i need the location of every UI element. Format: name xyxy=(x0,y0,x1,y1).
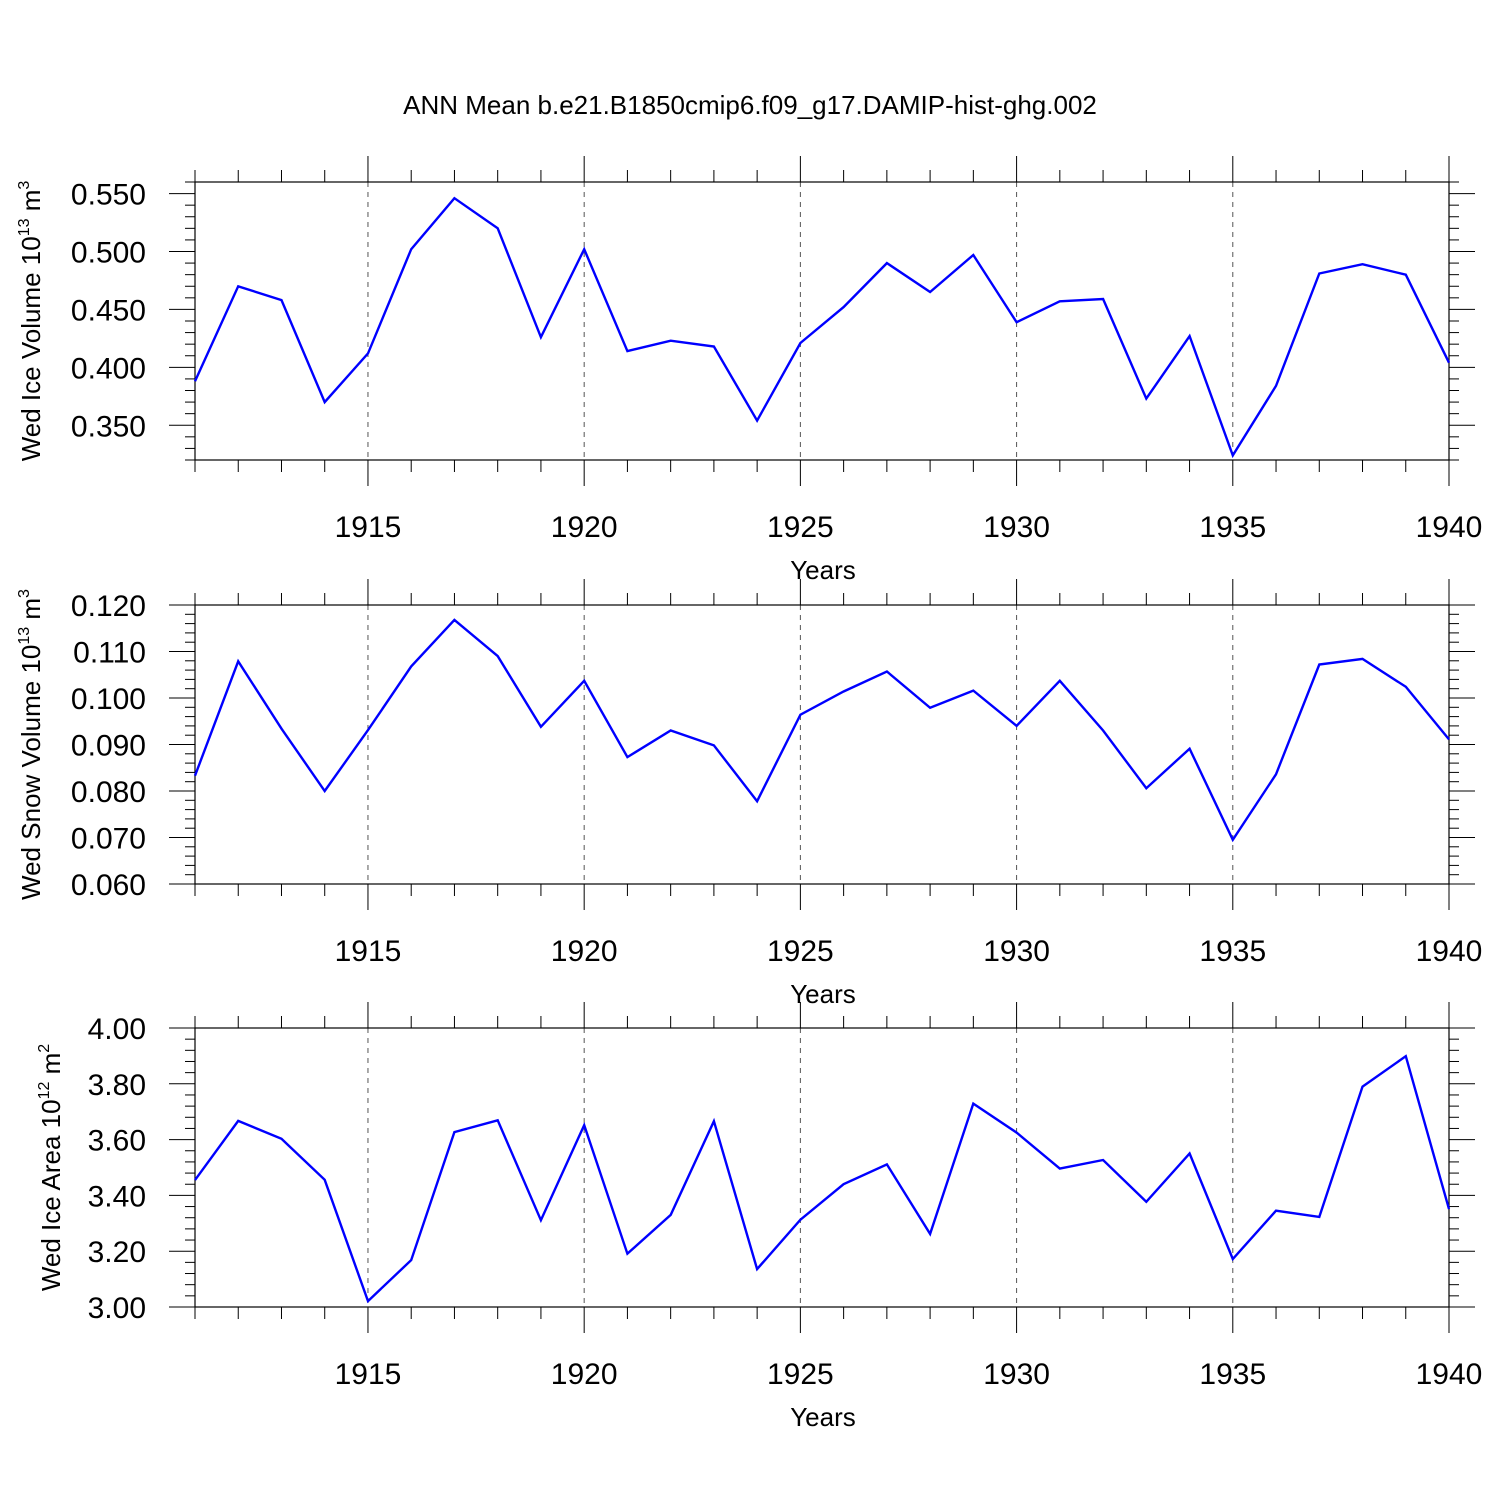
x-tick-label: 1915 xyxy=(335,511,402,544)
x-tick-label: 1940 xyxy=(1416,935,1483,968)
y-axis-label: Wed Ice Area 1012 m2 xyxy=(36,1044,66,1291)
y-tick-label: 0.120 xyxy=(71,590,146,623)
y-tick-label: 3.00 xyxy=(88,1292,146,1325)
x-tick-label: 1920 xyxy=(551,511,618,544)
y-tick-label: 0.090 xyxy=(71,730,146,763)
y-tick-label: 3.40 xyxy=(88,1180,146,1213)
y-tick-label: 3.60 xyxy=(88,1125,146,1158)
x-tick-label: 1935 xyxy=(1199,1358,1266,1391)
x-axis-label: Years xyxy=(790,555,856,585)
y-tick-label: 0.080 xyxy=(71,776,146,809)
x-tick-label: 1925 xyxy=(767,935,834,968)
y-tick-label: 0.060 xyxy=(71,869,146,902)
y-tick-label: 0.110 xyxy=(73,637,146,670)
y-tick-label: 0.500 xyxy=(71,237,146,270)
ice-area-panel: 3.00 3.20 3.40 3.60 3.80 4.00 1915 1920 1925 1930… xyxy=(36,1002,1482,1432)
y-tick-label: 0.550 xyxy=(71,179,146,212)
y-tick-label: 3.80 xyxy=(88,1069,146,1102)
ice-volume-panel: 0.350 0.400 0.450 0.500 0.550 1915 1920 1925 193… xyxy=(16,156,1482,585)
x-tick-label: 1940 xyxy=(1416,1358,1483,1391)
y-tick-label: 0.450 xyxy=(71,294,146,327)
x-tick-label: 1925 xyxy=(767,511,834,544)
series-line xyxy=(193,618,1450,843)
y-tick-label: 4.00 xyxy=(88,1013,146,1046)
x-tick-label: 1940 xyxy=(1416,511,1483,544)
x-axis-label: Years xyxy=(790,1402,856,1432)
y-tick-label: 0.070 xyxy=(71,823,146,856)
y-tick-label: 0.350 xyxy=(71,410,146,443)
snow-volume-panel: 0.060 0.070 0.080 0.090 0.100 0.110 0.120 1915 1… xyxy=(16,579,1482,1009)
x-tick-label: 1935 xyxy=(1199,935,1266,968)
y-axis-label: Wed Ice Volume 1013 m3 xyxy=(16,181,46,462)
y-tick-label: 0.100 xyxy=(71,683,146,716)
x-tick-label: 1915 xyxy=(335,1358,402,1391)
y-tick-label: 0.400 xyxy=(71,352,146,385)
x-tick-label: 1920 xyxy=(551,935,618,968)
x-tick-label: 1915 xyxy=(335,935,402,968)
x-tick-label: 1930 xyxy=(983,1358,1050,1391)
y-axis-label: Wed Snow Volume 1013 m3 xyxy=(16,589,46,900)
plot-frame xyxy=(194,1027,1450,1308)
x-tick-label: 1930 xyxy=(983,935,1050,968)
series-line xyxy=(193,196,1451,459)
x-tick-label: 1925 xyxy=(767,1358,834,1391)
x-tick-label: 1935 xyxy=(1199,511,1266,544)
series-line xyxy=(194,1054,1451,1304)
x-tick-label: 1930 xyxy=(983,511,1050,544)
y-tick-label: 3.20 xyxy=(88,1236,146,1269)
figure-title: ANN Mean b.e21.B1850cmip6.f09_g17.DAMIP-… xyxy=(403,90,1097,120)
plot-frame xyxy=(194,181,1450,461)
plot-frame xyxy=(194,604,1450,885)
x-tick-label: 1920 xyxy=(551,1358,618,1391)
x-axis-label: Years xyxy=(790,979,856,1009)
